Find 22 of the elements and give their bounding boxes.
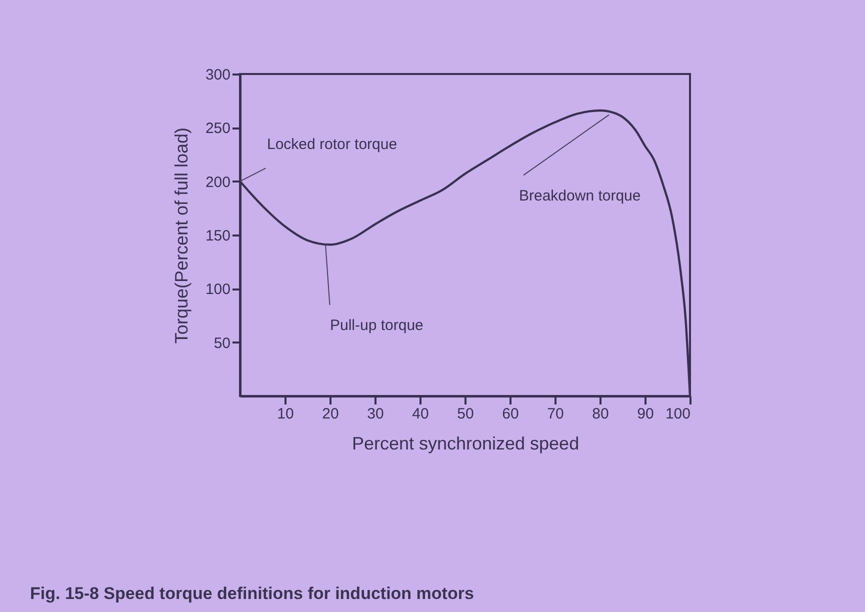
y-tick-label: 50 (214, 334, 230, 352)
x-tick-label: 60 (502, 406, 519, 422)
x-tick-label: 70 (547, 406, 564, 422)
x-tick-label: 100 (665, 406, 690, 422)
y-axis-title: Torque(Percent of full load) (171, 127, 192, 344)
y-tick-label: 200 (205, 174, 230, 191)
y-tick-label: 250 (205, 120, 230, 138)
x-axis-title: Percent synchronized speed (352, 434, 580, 454)
x-tick-label: 30 (367, 406, 384, 422)
annotation: Pull-up torque (330, 317, 424, 334)
x-tick-label: 50 (457, 406, 474, 422)
annotation: Breakdown torque (519, 187, 641, 204)
x-tick-label: 20 (322, 406, 339, 422)
annotation: Locked rotor torque (267, 136, 398, 153)
x-tick-label: 10 (277, 406, 294, 422)
x-tick-label: 90 (637, 406, 654, 422)
y-tick-label: 100 (205, 281, 230, 298)
y-tick-label: 300 (205, 66, 230, 84)
y-tick-label: 150 (205, 228, 230, 244)
text: Fig. 15-8 Speed torque definitions for induction motors (30, 584, 474, 603)
x-tick-label: 80 (592, 406, 609, 422)
x-tick-label: 40 (412, 406, 429, 422)
